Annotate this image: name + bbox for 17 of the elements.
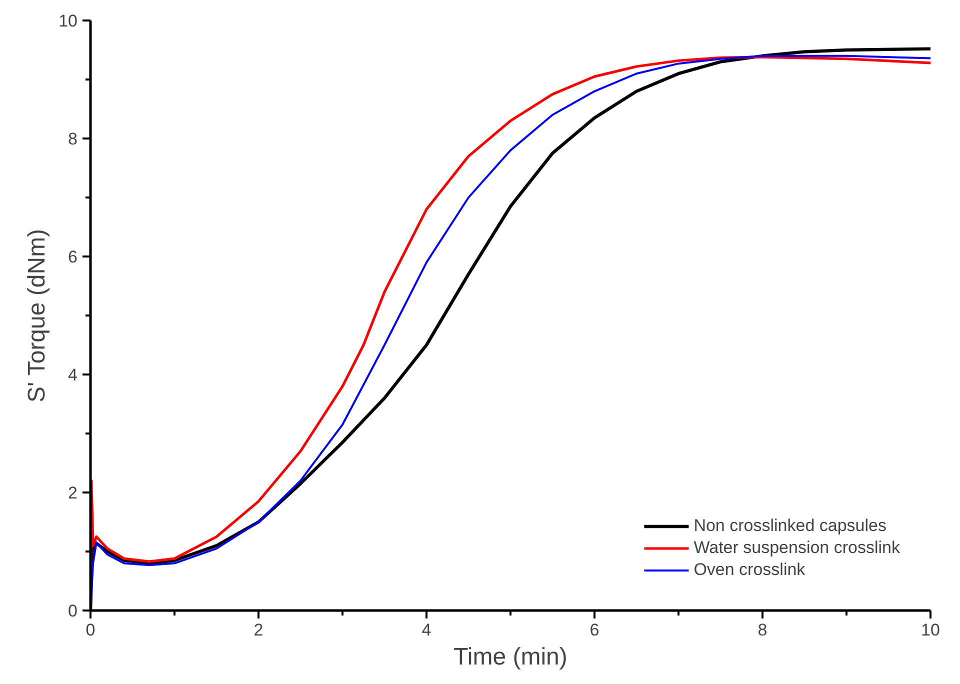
y-tick-label: 6: [68, 248, 78, 266]
x-tick-label: 0: [86, 620, 96, 640]
x-tick-label: 10: [921, 620, 940, 640]
legend-label: Water suspension crosslink: [694, 538, 900, 558]
y-tick-label: 2: [68, 484, 78, 502]
legend-label: Oven crosslink: [694, 560, 806, 580]
x-tick-label: 4: [422, 620, 432, 640]
legend-label: Non crosslinked capsules: [694, 516, 886, 536]
y-tick-label: 4: [68, 366, 78, 384]
y-tick-label: 10: [58, 12, 78, 30]
y-tick-label: 8: [68, 130, 78, 148]
x-tick-label: 6: [590, 620, 600, 640]
x-tick-label: 2: [254, 620, 264, 640]
y-axis-title: S' Torque (dNm): [24, 228, 51, 402]
x-tick-label: 8: [758, 620, 768, 640]
x-axis-title: Time (min): [454, 644, 568, 670]
y-tick-label: 0: [68, 602, 78, 620]
